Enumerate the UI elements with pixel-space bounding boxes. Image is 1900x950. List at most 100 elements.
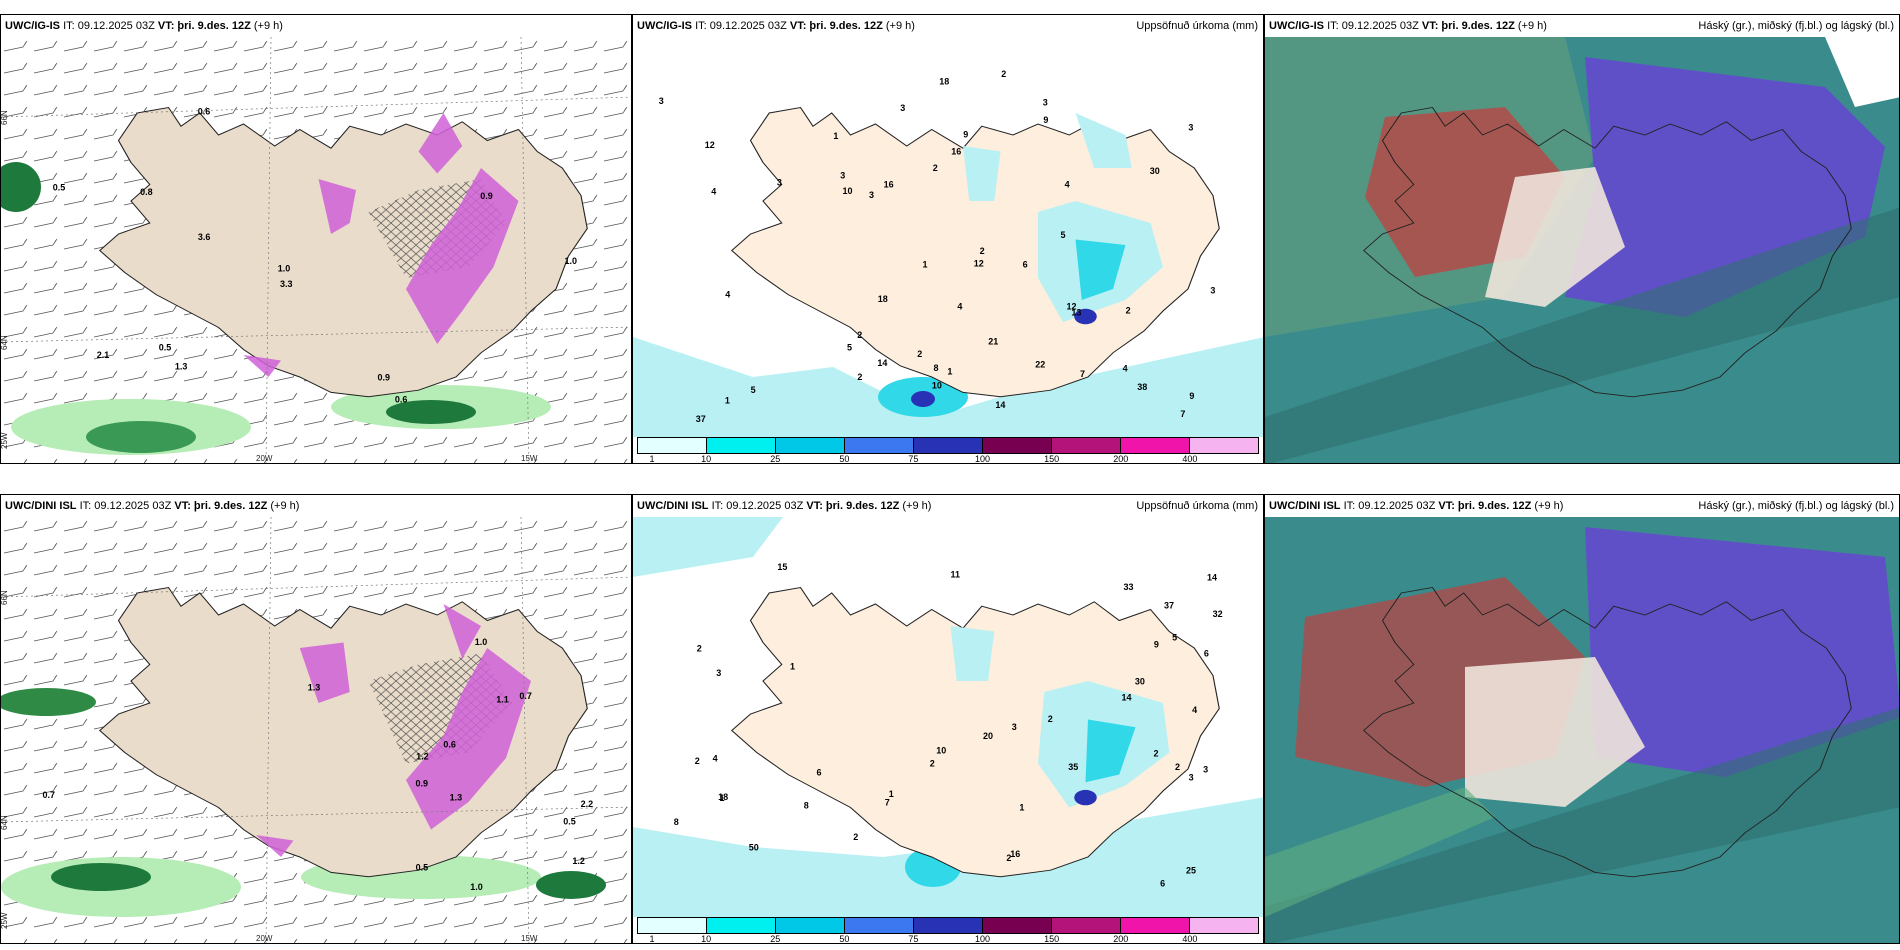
legend-swatch [983, 918, 1052, 933]
init-time: IT: 09.12.2025 03Z [1327, 20, 1419, 32]
clear-area [1465, 657, 1645, 807]
map-value-label: 9 [1189, 391, 1194, 401]
map-value-label: 12 [1067, 301, 1077, 311]
model-name: UWC/IG-IS [5, 20, 60, 32]
map-value-label: 1 [923, 259, 928, 269]
precip-legend: 1 10 25 50 75 100 150 200 400 [637, 437, 1259, 464]
lon-line [265, 37, 272, 463]
map-value-label: 1 [720, 793, 725, 803]
legend-tick-label: 400 [1182, 934, 1198, 944]
panel-title: Uppsöfnuð úrkoma (mm) [1136, 500, 1258, 512]
wind-area-dark [1, 162, 41, 212]
map-value-label: 11 [951, 570, 961, 580]
map-value-label: 0.9 [416, 779, 429, 789]
lead-time: (+9 h) [253, 20, 283, 32]
lead-time: (+9 h) [1517, 20, 1547, 32]
legend-swatch [638, 918, 707, 933]
lon-line [520, 37, 530, 463]
legend-tick-label: 150 [1044, 934, 1060, 944]
valid-time: þri. 9.des. 12Z [1441, 20, 1515, 32]
map-value-label: 3.3 [280, 279, 293, 289]
map-value-label: 50 [749, 843, 759, 853]
map-value-label: 0.9 [480, 191, 493, 201]
map-value-label: 2 [917, 349, 922, 359]
valid-time: þri. 9.des. 12Z [1457, 500, 1532, 512]
map-value-label: 2 [930, 759, 935, 769]
map-value-label: 6 [817, 767, 822, 777]
init-time: IT: 09.12.2025 03Z [79, 500, 172, 512]
map-value-label: 8 [804, 800, 809, 810]
map-value-label: 1.3 [308, 683, 321, 693]
low-cloud-band [1265, 707, 1899, 943]
map-value-label: 6 [1204, 649, 1209, 659]
map-value-label: 10 [936, 745, 946, 755]
wind-map: 66N 64N 20W 15W 25W 0.6 0.6 0.5 0.8 0.9 0.9 1.… [1, 37, 631, 463]
panel-title: Uppsöfnuð úrkoma (mm) [1136, 20, 1258, 32]
map-value-label: 16 [951, 146, 961, 156]
map-value-label: 1.0 [565, 256, 578, 266]
map-value-label: 14 [1207, 573, 1217, 583]
lat-line [1, 806, 631, 823]
map-value-label: 30 [1150, 166, 1160, 176]
valid-time-label: VT: [806, 500, 823, 512]
model-name: UWC/DINI ISL [637, 500, 709, 512]
map-value-label: 16 [884, 180, 894, 190]
legend-swatch [707, 438, 776, 453]
map-value-label: 13 [1071, 307, 1081, 317]
legend-swatch [1190, 438, 1258, 453]
legend-swatch [776, 438, 845, 453]
map-value-label: 4 [713, 753, 718, 763]
panel-header: UWC/IG-IS IT: 09.12.2025 03Z VT: þri. 9.… [1, 15, 631, 37]
map-value-label: 3 [1012, 722, 1017, 732]
map-value-label: 5 [1172, 632, 1177, 642]
map-value-label: 1.0 [475, 637, 488, 647]
map-value-label: 0.6 [198, 107, 211, 117]
map-value-label: 14 [877, 358, 887, 368]
map-value-label: 32 [1213, 609, 1223, 619]
lon-label: 20W [256, 934, 273, 943]
map-value-label: 0.5 [53, 183, 66, 193]
map-value-label: 5 [1061, 230, 1066, 240]
legend-tick-label: 1 [649, 934, 655, 944]
clear-area [1485, 167, 1625, 307]
valid-time-label: VT: [789, 20, 807, 32]
legend-tick-label: 400 [1182, 454, 1198, 464]
legend-tick-label: 10 [701, 934, 712, 944]
map-value-label: 2 [1175, 762, 1180, 772]
map-value-label: 37 [1164, 601, 1174, 611]
map-value-label: 1 [889, 789, 894, 799]
map-value-label: 3 [1189, 772, 1194, 782]
lon-line [520, 517, 530, 943]
precip-value-labels: 1122246650151183622321830373325353220954… [674, 562, 1223, 889]
map-value-label: 1.3 [450, 793, 463, 803]
legend-swatch [776, 918, 845, 933]
precip-legend: 1 10 25 50 75 100 150 200 400 [637, 917, 1259, 944]
wind-area-dark [536, 871, 606, 899]
legend-swatch [1052, 918, 1121, 933]
map-value-label: 4 [1123, 364, 1128, 374]
high-cloud [1585, 527, 1899, 777]
panel-header: UWC/IG-IS IT: 09.12.2025 03Z VT: þri. 9.… [633, 15, 1263, 37]
map-value-label: 3 [716, 668, 721, 678]
legend-tick-label: 25 [770, 454, 781, 464]
lat-line [1, 576, 631, 598]
map-value-label: 2 [853, 832, 858, 842]
lat-line [1, 326, 631, 343]
map-value-label: 5 [847, 343, 852, 353]
map-value-label: 18 [939, 77, 949, 87]
map-value-label: 22 [1035, 359, 1045, 369]
map-value-label: 3 [840, 171, 845, 181]
valid-time: þri. 9.des. 12Z [825, 500, 900, 512]
panel-title: Háský (gr.), miðský (fj.bl.) og lágský (… [1698, 500, 1894, 512]
map-value-label: 1 [725, 396, 730, 406]
map-value-label: 8 [674, 817, 679, 827]
legend-swatch [914, 918, 983, 933]
map-value-label: 0.6 [443, 739, 456, 749]
map-value-label: 3 [1188, 122, 1193, 132]
map-value-label: 18 [718, 792, 728, 802]
model-name: UWC/IG-IS [637, 20, 692, 32]
panel-header: UWC/DINI ISL IT: 09.12.2025 03Z VT: þri.… [633, 495, 1263, 517]
map-value-label: 10 [932, 380, 942, 390]
map-value-label: 38 [1137, 382, 1147, 392]
